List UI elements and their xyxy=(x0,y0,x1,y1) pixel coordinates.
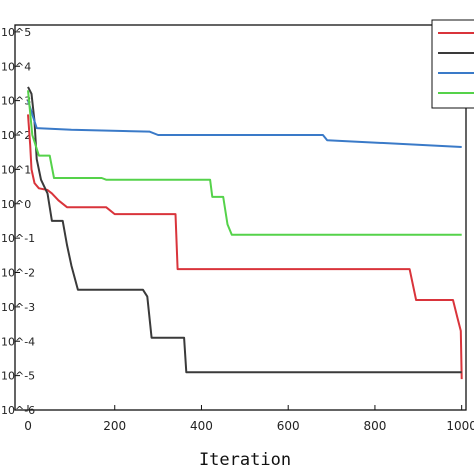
y-tick-label: 10^-4 xyxy=(1,335,35,348)
y-axis-ticks: 10^5 10^4 10^3 10^2 10^1 10^0 10^-1 10^-2 10^-3 1… xyxy=(1,26,35,417)
y-tick-label: 10^-5 xyxy=(1,370,35,383)
series-line-4 xyxy=(27,90,462,236)
y-tick-label: 10^-3 xyxy=(1,301,35,314)
y-tick-label: 10^-1 xyxy=(1,232,35,245)
legend xyxy=(431,19,474,109)
y-tick-label: 10^0 xyxy=(1,198,31,211)
y-tick-label: 10^4 xyxy=(1,60,31,73)
y-tick-label: 10^1 xyxy=(1,163,31,176)
x-axis-title: Iteration xyxy=(199,450,291,470)
y-tick-label: 10^-2 xyxy=(1,267,35,280)
x-tick-label: 200 xyxy=(103,419,126,433)
series-line-3 xyxy=(27,100,462,148)
series-line-1 xyxy=(27,114,463,380)
series-layer xyxy=(27,86,463,380)
y-tick-label: 10^5 xyxy=(1,26,31,39)
x-tick-label: 800 xyxy=(363,419,386,433)
y-tick-label: 10^3 xyxy=(1,95,31,108)
x-axis-ticks: 0 200 400 600 800 1000 xyxy=(24,405,474,433)
plot-border xyxy=(14,24,467,411)
x-tick-label: 0 xyxy=(24,419,32,433)
y-tick-label: 10^-6 xyxy=(1,404,35,417)
x-tick-label: 400 xyxy=(190,419,213,433)
x-tick-label: 1000 xyxy=(446,419,474,433)
x-tick-label: 600 xyxy=(277,419,300,433)
y-tick-label: 10^2 xyxy=(1,129,31,142)
plot-frame xyxy=(14,24,467,411)
